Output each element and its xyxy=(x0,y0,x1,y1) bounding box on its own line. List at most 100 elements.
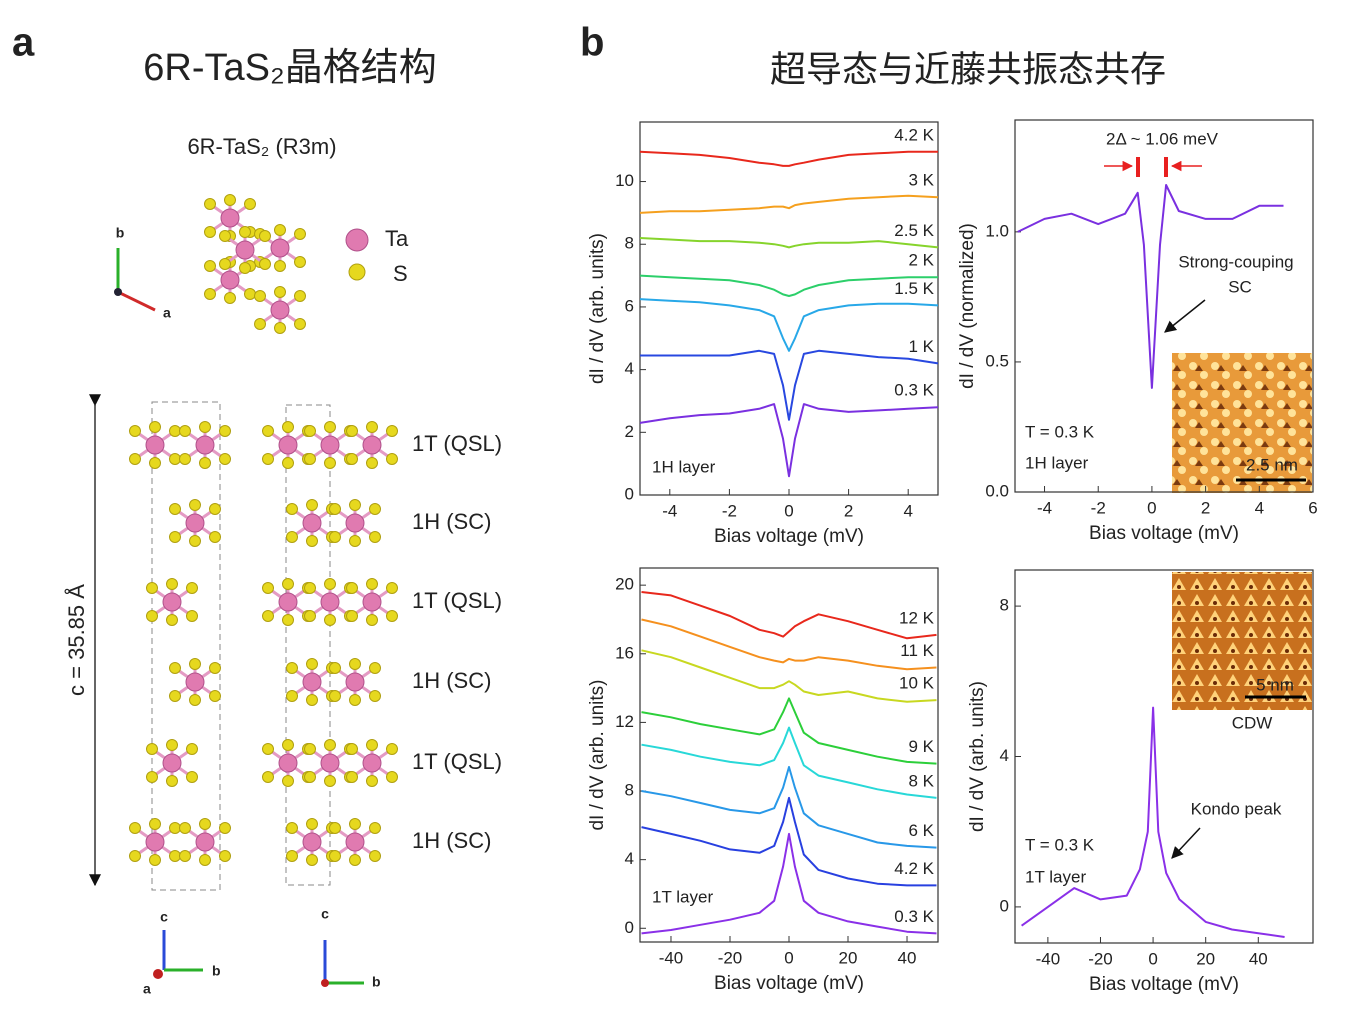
ta-atom xyxy=(345,513,365,533)
s-atom xyxy=(169,531,181,543)
s-atom xyxy=(346,610,358,622)
s-atom xyxy=(304,743,316,755)
y-axis-label: dI / dV (arb. units) xyxy=(587,233,608,384)
data-line xyxy=(641,649,937,703)
ta-atom xyxy=(220,270,240,290)
ta-atom xyxy=(302,672,322,692)
curve-label: 10 K xyxy=(899,674,935,693)
y-tick-label: 0.0 xyxy=(985,481,1009,500)
ta-atom xyxy=(362,753,382,773)
s-atom xyxy=(146,743,158,755)
gap-mark xyxy=(1136,157,1140,177)
stm-inset xyxy=(1172,572,1312,710)
layer-label: 1H (SC) xyxy=(412,509,491,534)
s-atom xyxy=(386,582,398,594)
data-line xyxy=(1017,184,1284,389)
s-atom xyxy=(219,850,231,862)
lattice-c: c = 35.85 Å xyxy=(64,584,89,696)
y-tick-label: 8 xyxy=(625,781,634,800)
ta-atom xyxy=(145,435,165,455)
s-atom xyxy=(259,258,271,270)
s-atom xyxy=(244,288,256,300)
s-atom xyxy=(262,453,274,465)
ta-atom xyxy=(185,672,205,692)
s-atom xyxy=(199,818,211,830)
x-tick-label: 2 xyxy=(844,501,853,520)
axis-origin xyxy=(153,969,163,979)
axis-letter: b xyxy=(212,963,221,979)
curve-label: 1.5 K xyxy=(894,279,934,298)
s-atom xyxy=(306,694,318,706)
axis-letter: b xyxy=(116,225,125,241)
s-atom xyxy=(166,578,178,590)
s-atom xyxy=(294,290,306,302)
s-atom xyxy=(349,535,361,547)
curve-label: 4.2 K xyxy=(894,125,934,144)
x-tick-label: 0 xyxy=(784,501,793,520)
x-tick-label: 0 xyxy=(1148,949,1157,968)
data-line xyxy=(639,298,939,352)
curve-label: 2.5 K xyxy=(894,221,934,240)
data-line xyxy=(639,274,938,297)
s-atom xyxy=(329,822,341,834)
s-atom xyxy=(369,822,381,834)
s-atom xyxy=(169,822,181,834)
annotation: Strong-couping xyxy=(1178,252,1293,271)
x-tick-label: 0 xyxy=(784,948,793,967)
s-atom xyxy=(166,739,178,751)
curve-label: 0.3 K xyxy=(894,381,934,400)
s-atom xyxy=(294,318,306,330)
annotation: CDW xyxy=(1232,713,1273,732)
s-atom xyxy=(349,694,361,706)
annotation: T = 0.3 K xyxy=(1025,422,1095,441)
data-line xyxy=(641,591,937,640)
s-atom xyxy=(262,771,274,783)
x-tick-label: -4 xyxy=(1037,498,1052,517)
s-atom xyxy=(149,854,161,866)
x-tick-label: 40 xyxy=(1249,949,1268,968)
annotation: 2.5 nm xyxy=(1246,455,1298,474)
s-atom xyxy=(239,262,251,274)
s-atom xyxy=(306,818,318,830)
ta-atom xyxy=(270,238,290,258)
structure-label: 6R-TaS₂ (R3m) xyxy=(187,134,336,159)
s-atom xyxy=(294,228,306,240)
panel-label: a xyxy=(12,21,35,65)
s-atom xyxy=(274,322,286,334)
s-atom xyxy=(186,771,198,783)
axis-letter: c xyxy=(321,906,329,922)
data-line xyxy=(641,832,937,935)
s-atom xyxy=(346,582,358,594)
y-tick-label: 4 xyxy=(625,849,634,868)
s-atom xyxy=(169,453,181,465)
s-atom xyxy=(366,739,378,751)
ta-atom xyxy=(235,240,255,260)
x-tick-label: -20 xyxy=(718,948,743,967)
s-atom xyxy=(239,226,251,238)
annotation: 1T layer xyxy=(1025,867,1086,886)
s-atom xyxy=(349,818,361,830)
s-atom xyxy=(224,194,236,206)
y-tick-label: 6 xyxy=(625,296,634,315)
pointer xyxy=(1164,299,1206,333)
annotation: Kondo peak xyxy=(1191,799,1282,818)
x-axis-label: Bias voltage (mV) xyxy=(714,526,864,547)
layer-label: 1T (QSL) xyxy=(412,431,502,456)
s-atom xyxy=(366,614,378,626)
annotation: 1H layer xyxy=(1025,453,1089,472)
ta-atom xyxy=(362,592,382,612)
s-atom xyxy=(306,535,318,547)
s-atom xyxy=(166,614,178,626)
ta-atom xyxy=(195,435,215,455)
s-atom xyxy=(169,662,181,674)
s-atom xyxy=(129,850,141,862)
s-atom xyxy=(329,690,341,702)
x-axis-label: Bias voltage (mV) xyxy=(1089,974,1239,995)
x-tick-label: 40 xyxy=(898,948,917,967)
s-atom xyxy=(219,822,231,834)
s-atom xyxy=(262,582,274,594)
s-atom xyxy=(204,226,216,238)
x-tick-label: 20 xyxy=(839,948,858,967)
s-atom xyxy=(169,690,181,702)
x-tick-label: -20 xyxy=(1088,949,1113,968)
